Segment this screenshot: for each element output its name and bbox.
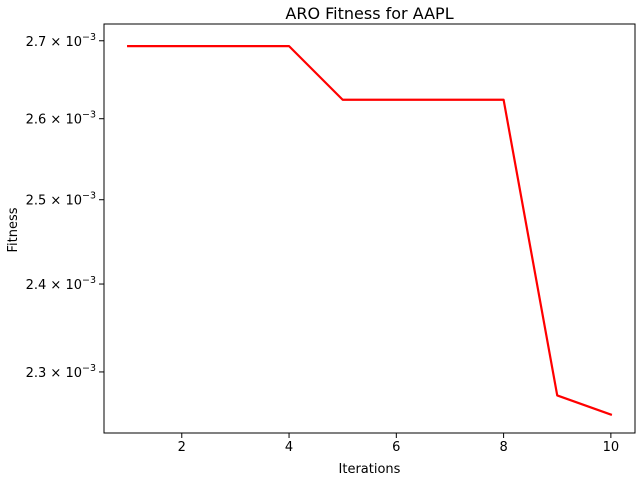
x-axis-ticks: 2 4 6 8 10 — [178, 433, 620, 455]
x-axis-label: Iterations — [339, 462, 401, 477]
x-tick-label: 10 — [603, 440, 620, 455]
series-line — [127, 45, 613, 416]
y-tick-label: 2.3 × 10−3 — [26, 363, 96, 381]
y-tick-label: 2.7 × 10−3 — [26, 32, 96, 50]
x-tick-label: 8 — [499, 440, 507, 455]
y-axis-ticks: 2.3 × 10−3 2.4 × 10−3 2.5 × 10−3 2.6 × 10−3… — [26, 32, 104, 381]
x-tick-label: 6 — [392, 440, 400, 455]
plot-frame — [103, 23, 636, 434]
y-tick-label: 2.4 × 10−3 — [26, 275, 96, 293]
x-tick-label: 4 — [285, 440, 293, 455]
y-axis-label: Fitness — [6, 207, 21, 252]
y-tick-label: 2.6 × 10−3 — [26, 110, 96, 128]
y-tick-label: 2.5 × 10−3 — [26, 191, 96, 209]
series-layer — [127, 45, 613, 416]
chart-title: ARO Fitness for AAPL — [285, 4, 453, 23]
x-tick-label: 2 — [178, 440, 186, 455]
